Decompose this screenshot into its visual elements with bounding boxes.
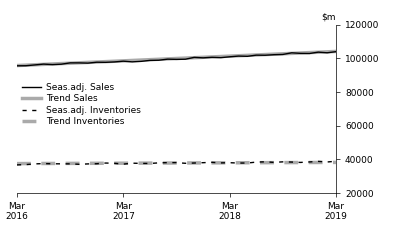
Text: $m: $m bbox=[322, 12, 336, 22]
Legend: Seas.adj. Sales, Trend Sales, Seas.adj. Inventories, Trend Inventories: Seas.adj. Sales, Trend Sales, Seas.adj. … bbox=[21, 83, 141, 126]
